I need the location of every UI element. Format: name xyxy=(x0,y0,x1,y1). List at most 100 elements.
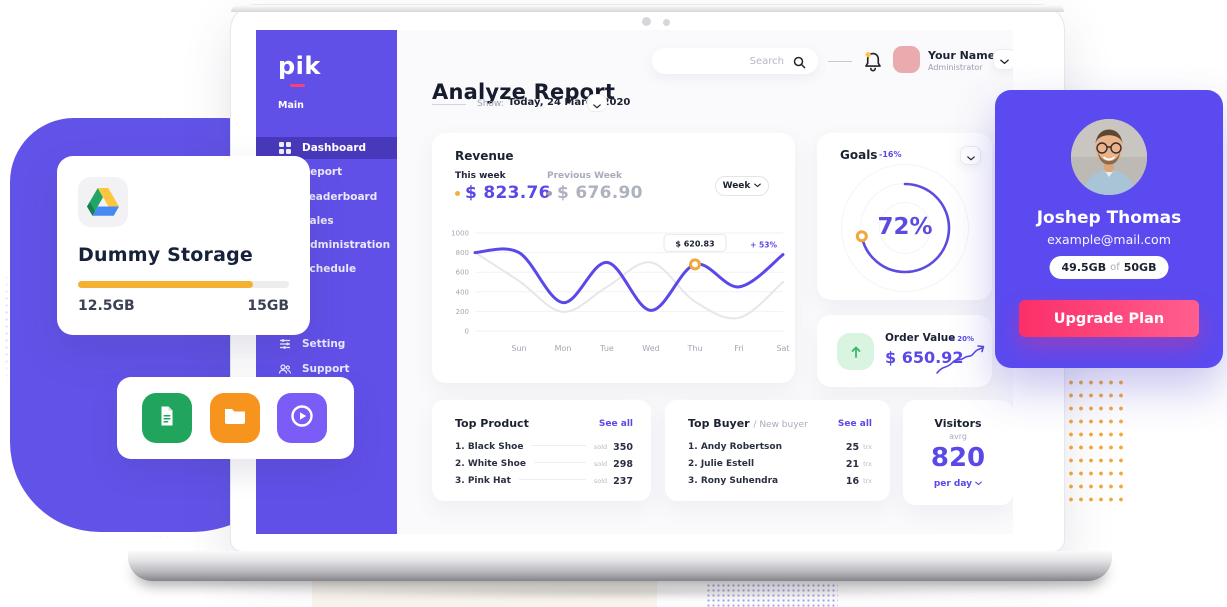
visitors-value: 820 xyxy=(930,443,986,473)
profile-name: Joshep Thomas xyxy=(1036,208,1182,228)
svg-text:1000: 1000 xyxy=(451,230,469,238)
people-icon xyxy=(278,362,292,376)
svg-text:0: 0 xyxy=(465,328,469,336)
dashboard-screen: pik Main Dashboard Report Leaderboard Sa… xyxy=(256,30,1013,534)
chevron-down-icon xyxy=(754,181,762,191)
revenue-title: Revenue xyxy=(455,149,514,163)
page-title: Analyze Report xyxy=(432,80,616,104)
goals-title: Goals xyxy=(840,148,878,162)
order-value-amount: $ 650.92 xyxy=(885,348,964,367)
media-app-button[interactable] xyxy=(277,393,327,443)
profile-card: Joshep Thomas example@mail.com 49.5GB of… xyxy=(995,90,1223,368)
storage-progress-track xyxy=(78,281,289,288)
laptop-shadow xyxy=(250,586,990,598)
goal-marker-dot xyxy=(855,230,868,243)
goals-percent: 72% xyxy=(877,214,933,240)
svg-text:$ 620.83: $ 620.83 xyxy=(675,239,714,248)
play-icon xyxy=(289,403,315,433)
date-filter-button[interactable] xyxy=(587,94,607,112)
sidebar-item-dashboard[interactable]: Dashboard xyxy=(256,137,397,159)
user-avatar[interactable] xyxy=(893,46,920,73)
previous-week-dot xyxy=(547,191,552,196)
filter-divider xyxy=(432,104,466,105)
laptop-base xyxy=(128,551,1112,581)
app-shortcuts-card xyxy=(117,377,354,459)
document-icon xyxy=(155,404,179,432)
logo-accent xyxy=(290,84,305,87)
sidebar-section-label: Main xyxy=(278,100,304,111)
sidebar-item-setting[interactable]: Setting xyxy=(256,333,397,355)
order-value-card: Order Value $ 650.92 + 20% xyxy=(817,315,992,387)
grid-icon xyxy=(278,141,292,155)
goals-progress-arc xyxy=(855,182,951,274)
top-product-card: Top Product See all 1. Black Shoe sold 35… xyxy=(432,400,651,501)
profile-photo xyxy=(1071,119,1147,195)
visitors-subtitle: avrg xyxy=(949,432,967,441)
camera-dot xyxy=(663,19,670,26)
buyer-row: 1. Andy Robertson 25 trx xyxy=(688,441,872,453)
filter-value: Today, 24 March 2020 xyxy=(508,97,631,108)
search-bar xyxy=(652,48,818,74)
product-row: 1. Black Shoe sold 350 xyxy=(455,441,633,453)
upgrade-plan-button[interactable]: Upgrade Plan xyxy=(1019,300,1199,337)
svg-text:400: 400 xyxy=(456,288,469,296)
svg-text:Sat: Sat xyxy=(776,344,789,353)
storage-card: Dummy Storage 12.5GB 15GB xyxy=(57,156,310,335)
blue-dots-decoration xyxy=(706,583,838,607)
folder-icon xyxy=(222,404,248,432)
product-row: 2. White Shoe sold 298 xyxy=(455,458,633,470)
svg-text:600: 600 xyxy=(456,269,469,277)
visitors-per-day-dropdown[interactable]: per day xyxy=(903,479,1013,489)
search-icon xyxy=(793,54,806,73)
revenue-line-chart: 0 200 400 600 800 1000 Sun Mon Tue Wed Thu Fri Sat $ … xyxy=(451,230,789,354)
folder-app-button[interactable] xyxy=(210,393,260,443)
camera-dot xyxy=(642,17,651,26)
chevron-down-icon xyxy=(1000,50,1009,69)
order-value-title: Order Value xyxy=(885,332,956,344)
svg-text:Tue: Tue xyxy=(599,344,614,353)
notifications-button[interactable] xyxy=(862,49,884,73)
top-buyer-subtitle: / New buyer xyxy=(753,420,808,430)
storage-title: Dummy Storage xyxy=(78,244,253,266)
beige-strip-decoration xyxy=(312,577,657,607)
this-week-label: This week xyxy=(455,171,506,181)
buyer-row: 3. Rony Suhendra 16 trx xyxy=(688,475,872,487)
filter-label: Show: xyxy=(477,99,504,109)
search-input[interactable] xyxy=(652,48,818,74)
previous-week-value: $ 676.90 xyxy=(557,183,643,203)
arrow-up-icon xyxy=(837,333,874,370)
visitors-title: Visitors xyxy=(934,417,982,430)
top-buyer-see-all[interactable]: See all xyxy=(837,419,872,429)
laptop-top-edge xyxy=(231,5,1064,12)
svg-text:Sun: Sun xyxy=(511,344,526,353)
ring-decoration xyxy=(841,164,969,292)
this-week-value: $ 823.76 xyxy=(465,183,551,203)
svg-text:+ 53%: + 53% xyxy=(750,241,777,250)
top-buyer-title: Top Buyer / New buyer xyxy=(688,417,808,430)
user-menu-button[interactable] xyxy=(993,49,1013,70)
user-name: Your Name xyxy=(928,49,996,62)
storage-usage-badge: 49.5GB of 50GB xyxy=(1049,256,1169,279)
svg-text:200: 200 xyxy=(456,308,469,316)
app-logo: pik xyxy=(278,52,321,80)
user-role: Administrator xyxy=(928,63,983,72)
svg-text:Mon: Mon xyxy=(555,344,572,353)
product-row: 3. Pink Hat sold 237 xyxy=(455,475,633,487)
buyer-row: 2. Julie Estell 21 trx xyxy=(688,458,872,470)
storage-used: 12.5GB xyxy=(78,298,135,314)
chevron-down-icon xyxy=(593,94,601,113)
goals-card: Goals -16% 72% xyxy=(817,133,992,300)
this-week-dot xyxy=(455,191,460,196)
storage-progress-fill xyxy=(78,281,254,288)
order-value-trend: + 20% xyxy=(949,335,975,343)
chevron-down-icon xyxy=(975,479,983,489)
top-product-see-all[interactable]: See all xyxy=(598,419,633,429)
storage-total: 15GB xyxy=(247,298,289,314)
range-selector[interactable]: Week xyxy=(715,176,769,196)
goals-menu-button[interactable] xyxy=(960,146,981,165)
sidebar-item-support[interactable]: Support xyxy=(256,358,397,380)
document-app-button[interactable] xyxy=(142,393,192,443)
svg-text:Fri: Fri xyxy=(734,344,744,353)
chevron-down-icon xyxy=(966,146,975,165)
svg-text:Thu: Thu xyxy=(686,344,702,353)
